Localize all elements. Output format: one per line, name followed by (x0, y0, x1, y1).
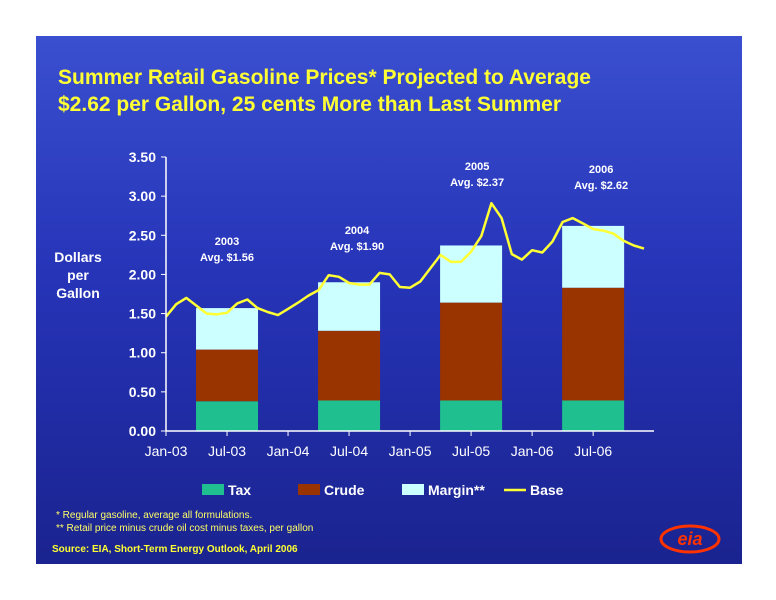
bar-label-avg-2003: Avg. $1.56 (200, 252, 254, 264)
y-tick-label-0.50: 0.50 (129, 384, 156, 400)
bar-2005-tax (440, 400, 503, 431)
title-line-1: Summer Retail Gasoline Prices* Projected… (58, 66, 591, 89)
y-axis-label-1: Dollars (54, 249, 102, 265)
bar-2003-crude (196, 349, 259, 402)
eia-logo-text: eia (677, 529, 702, 549)
x-tick-label-Jan-03: Jan-03 (145, 443, 188, 459)
x-tick-label-Jul-03: Jul-03 (208, 443, 246, 459)
bar-2004-tax (318, 400, 381, 431)
legend-label-base: Base (530, 482, 564, 498)
y-tick-label-3.50: 3.50 (129, 149, 156, 165)
bar-2005-margin (440, 245, 503, 303)
y-tick-label-1.50: 1.50 (129, 306, 156, 322)
x-tick-label-Jan-06: Jan-06 (511, 443, 554, 459)
y-tick-label-0.00: 0.00 (129, 423, 156, 439)
bar-2003-margin (196, 308, 259, 350)
y-tick-label-2.00: 2.00 (129, 266, 156, 282)
x-tick-label-Jul-05: Jul-05 (452, 443, 490, 459)
bar-2004-margin (318, 282, 381, 331)
bar-label-avg-2005: Avg. $2.37 (450, 177, 504, 189)
y-axis-label-3: Gallon (56, 285, 100, 301)
x-tick-label-Jan-04: Jan-04 (267, 443, 310, 459)
bar-2006-tax (562, 400, 625, 431)
x-tick-label-Jul-06: Jul-06 (574, 443, 612, 459)
bar-2003-tax (196, 401, 259, 431)
slide-background: Summer Retail Gasoline Prices* Projected… (36, 36, 742, 564)
bar-2005-crude (440, 302, 503, 401)
eia-logo: eia (659, 524, 721, 554)
y-tick-label-1.00: 1.00 (129, 345, 156, 361)
y-tick-label-2.50: 2.50 (129, 227, 156, 243)
bar-label-year-2004: 2004 (345, 225, 370, 237)
bar-label-avg-2006: Avg. $2.62 (574, 180, 628, 192)
legend-label-margin: Margin** (428, 482, 485, 498)
footnote-margin: ** Retail price minus crude oil cost min… (56, 523, 314, 534)
bar-2006-margin (562, 225, 625, 288)
title-line-2: $2.62 per Gallon, 25 cents More than Las… (58, 93, 562, 116)
base-price-line (165, 201, 645, 318)
eia-logo-swoosh (659, 524, 721, 554)
x-tick-label-Jul-04: Jul-04 (330, 443, 368, 459)
legend-swatch-tax (202, 484, 224, 495)
bar-label-year-2003: 2003 (215, 236, 239, 248)
y-tick-label-3.00: 3.00 (129, 188, 156, 204)
chart-title: Summer Retail Gasoline Prices* Projected… (58, 64, 718, 118)
y-axis-label-2: per (67, 267, 89, 283)
legend-label-tax: Tax (228, 482, 251, 498)
x-tick-label-Jan-05: Jan-05 (389, 443, 432, 459)
bar-label-avg-2004: Avg. $1.90 (330, 241, 384, 253)
footnote-regular: * Regular gasoline, average all formulat… (56, 510, 253, 521)
legend-swatch-margin (402, 484, 424, 495)
bar-2006-crude (562, 287, 625, 401)
legend-label-crude: Crude (324, 482, 365, 498)
gasoline-price-chart: 2003 Avg. $1.56 2004 Avg. $1.90 2005 Avg. $2.… (54, 149, 654, 498)
bar-label-year-2005: 2005 (465, 161, 489, 173)
bar-2004-crude (318, 330, 381, 401)
bar-label-year-2006: 2006 (589, 164, 613, 176)
legend-swatch-crude (298, 484, 320, 495)
source-note: Source: EIA, Short-Term Energy Outlook, … (52, 544, 298, 555)
